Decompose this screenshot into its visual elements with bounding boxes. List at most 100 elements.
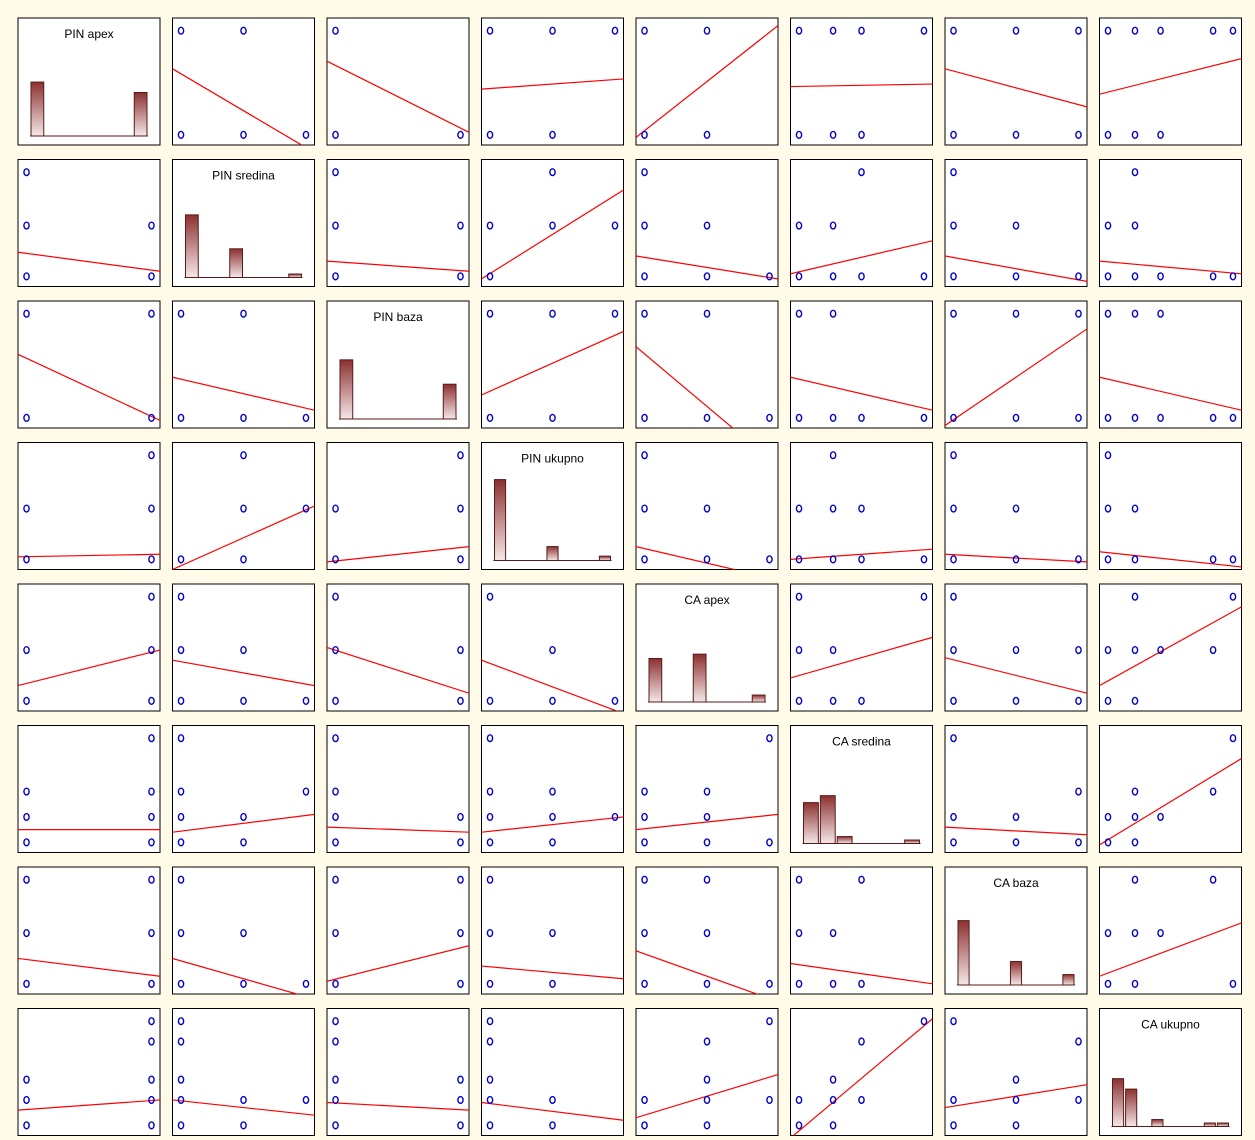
panel-r2-c0 <box>17 300 161 429</box>
histogram-bar <box>1112 1078 1125 1128</box>
data-point <box>641 787 648 796</box>
data-point <box>486 1121 494 1130</box>
data-point <box>703 787 711 796</box>
panel-r0-c5 <box>790 17 933 146</box>
data-point <box>148 812 155 822</box>
data-point <box>486 979 494 988</box>
fit-line <box>636 25 778 138</box>
data-point <box>641 451 648 460</box>
data-point <box>177 130 185 139</box>
data-point <box>549 26 556 35</box>
fit-line <box>1099 758 1242 846</box>
panel-frame <box>1099 300 1242 429</box>
panel-frame <box>790 1008 933 1136</box>
panel-r1-c2 <box>326 159 470 287</box>
panel-r4-c0 <box>17 583 161 712</box>
histogram-bar <box>957 920 970 986</box>
data-point <box>950 555 957 564</box>
data-point <box>332 645 339 655</box>
data-point <box>148 979 155 988</box>
data-point <box>332 734 339 743</box>
data-point <box>1131 413 1139 422</box>
data-point <box>457 272 464 281</box>
data-point <box>1209 413 1217 422</box>
data-point <box>1075 787 1082 796</box>
panel-r3-c2 <box>326 442 470 570</box>
data-point <box>332 504 339 513</box>
data-point <box>486 787 494 796</box>
panel-frame <box>326 442 470 570</box>
data-point <box>703 1095 711 1105</box>
data-point <box>1075 838 1082 847</box>
data-point <box>858 1037 865 1046</box>
data-point <box>858 168 865 177</box>
panel-r5-c0 <box>17 725 161 853</box>
panel-frame <box>790 583 933 712</box>
data-point <box>332 1121 339 1130</box>
histogram-bar <box>442 383 457 420</box>
data-point <box>549 130 556 139</box>
data-point <box>332 555 339 564</box>
data-point <box>486 309 494 318</box>
data-point <box>703 812 711 822</box>
data-point <box>1157 812 1164 822</box>
panel-r1-c1: PIN sredina <box>172 159 315 287</box>
data-point <box>1131 787 1139 796</box>
histogram-bar <box>803 802 819 844</box>
data-point <box>1104 696 1112 705</box>
histogram-bar <box>133 92 148 137</box>
data-point <box>486 734 494 743</box>
data-point <box>766 413 773 422</box>
data-point <box>1104 645 1112 655</box>
data-point <box>302 413 310 422</box>
data-point <box>302 1095 310 1105</box>
panel-frame <box>790 159 933 287</box>
data-point <box>240 812 247 822</box>
data-point <box>1075 413 1082 422</box>
data-point <box>486 221 494 230</box>
data-point <box>23 875 30 884</box>
data-point <box>1075 309 1082 318</box>
panel-frame <box>17 1008 161 1136</box>
data-point <box>1131 979 1139 988</box>
data-point <box>1209 555 1217 564</box>
data-point <box>240 1095 247 1105</box>
fit-line <box>1099 606 1242 687</box>
panel-r6-c1 <box>172 866 315 995</box>
panel-r1-c4 <box>635 159 779 287</box>
panel-r5-c3 <box>481 725 624 853</box>
data-point <box>829 309 837 318</box>
data-point <box>829 1121 837 1130</box>
data-point <box>858 1095 865 1105</box>
histogram-bar <box>339 359 354 420</box>
panel-r1-c5 <box>790 159 933 287</box>
data-point <box>1075 130 1082 139</box>
data-point <box>240 26 247 35</box>
panel-r6-c3 <box>481 866 624 995</box>
data-point <box>795 309 803 318</box>
data-point <box>302 696 310 705</box>
data-point <box>302 979 310 988</box>
data-point <box>1012 838 1020 847</box>
data-point <box>641 221 648 230</box>
fit-line <box>18 553 160 558</box>
data-point <box>1104 812 1112 822</box>
variable-label-pin-baza: PIN baza <box>373 310 423 324</box>
data-point <box>177 1075 185 1084</box>
panel-r4-c4: CA apex <box>635 583 779 712</box>
panel-frame <box>17 583 161 712</box>
data-point <box>829 645 837 655</box>
data-point <box>549 928 556 938</box>
data-point <box>950 130 957 139</box>
data-point <box>858 979 865 988</box>
data-point <box>549 413 556 422</box>
fit-line <box>327 1101 469 1111</box>
data-point <box>457 696 464 705</box>
data-point <box>486 130 494 139</box>
data-point <box>148 413 155 422</box>
data-point <box>641 555 648 564</box>
data-point <box>920 26 928 35</box>
panel-frame <box>481 583 624 712</box>
data-point <box>1157 309 1164 318</box>
data-point <box>950 812 957 822</box>
